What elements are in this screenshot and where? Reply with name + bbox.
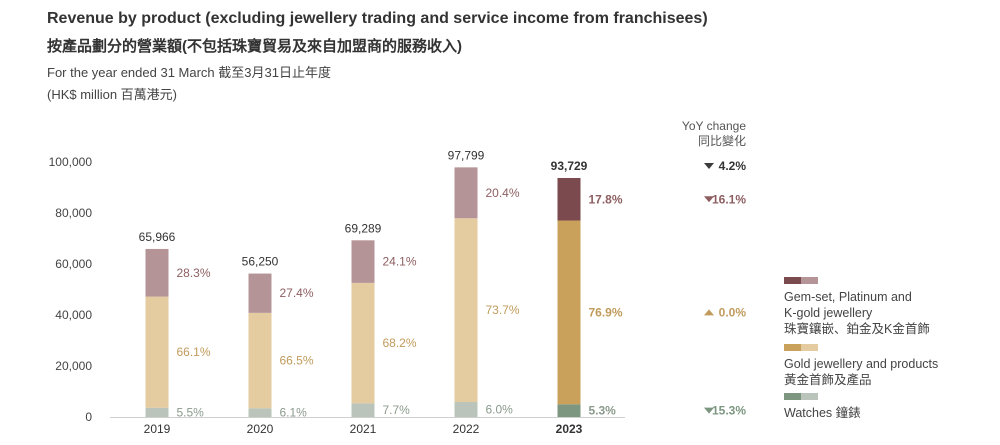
segment-share-label: 20.4%	[486, 186, 520, 200]
triangle-down-icon	[704, 196, 714, 203]
legend-item-gem-set: Gem-set, Platinum and K-gold jewellery 珠…	[784, 277, 994, 337]
legend-item-watches: Watches 鐘錶	[784, 393, 994, 421]
legend-label: Gem-set, Platinum and	[784, 290, 912, 304]
x-category-label: 2019	[144, 422, 171, 436]
y-tick-label: 40,000	[55, 308, 92, 322]
bar-segment	[351, 403, 375, 417]
segment-share-label: 24.1%	[383, 255, 417, 269]
bar-segment	[557, 220, 581, 405]
segment-share-label: 76.9%	[589, 305, 623, 319]
y-tick-label: 20,000	[55, 359, 92, 373]
triangle-down-icon	[704, 407, 714, 414]
bar-total-label: 65,966	[139, 230, 176, 244]
segment-share-label: 7.7%	[383, 403, 411, 417]
segment-share-label: 66.1%	[177, 345, 211, 359]
legend-swatch-watches	[784, 393, 994, 400]
bar-segment	[454, 402, 478, 417]
bar-segment	[145, 248, 169, 297]
legend-label: K-gold jewellery	[784, 306, 873, 320]
x-category-label: 2021	[350, 422, 377, 436]
yoy-header: YoY change 同比變化	[682, 119, 746, 149]
segment-share-label: 27.4%	[280, 286, 314, 300]
bar-segment	[454, 218, 478, 403]
segment-share-label: 73.7%	[486, 303, 520, 317]
yoy-change-label: 16.1%	[712, 192, 746, 206]
x-category-label: 2022	[453, 422, 480, 436]
y-tick-label: 100,000	[49, 155, 93, 169]
bar-segment	[145, 407, 169, 417]
yoy-header-en: YoY change	[681, 119, 746, 133]
y-tick-label: 60,000	[55, 257, 92, 271]
bar-total-label: 56,250	[242, 255, 279, 269]
segment-share-label: 66.5%	[280, 354, 314, 368]
segment-share-label: 5.5%	[177, 405, 205, 419]
legend-label: Gold jewellery and products	[784, 357, 939, 371]
bar-segment	[557, 177, 581, 221]
legend-item-gold: Gold jewellery and products 黃金首飾及產品	[784, 344, 994, 388]
segment-share-label: 6.1%	[280, 406, 308, 420]
yoy-change-label: 4.2%	[719, 159, 747, 173]
legend-label: 珠寶鑲嵌、鉑金及K金首飾	[784, 322, 930, 336]
bar-segment	[248, 408, 272, 417]
y-tick-label: 80,000	[55, 206, 92, 220]
chart-title-en: Revenue by product (excluding jewellery …	[47, 10, 708, 27]
segment-share-label: 5.3%	[589, 404, 617, 418]
bar-segment	[145, 296, 169, 408]
x-category-label: 2020	[247, 422, 274, 436]
y-tick-label: 0	[85, 410, 92, 424]
bar-segment	[351, 282, 375, 404]
chart-title-zh: 按產品劃分的營業額(不包括珠寶貿易及來自加盟商的服務收入)	[47, 38, 462, 55]
legend-label: Watches 鐘錶	[784, 406, 861, 420]
bar-segment	[454, 167, 478, 219]
segment-share-label: 68.2%	[383, 336, 417, 350]
bar-segment	[557, 404, 581, 417]
triangle-up-icon	[704, 309, 714, 316]
legend-label: 黃金首飾及產品	[784, 373, 872, 387]
segment-share-label: 28.3%	[177, 266, 211, 280]
legend-swatch-gold	[784, 344, 994, 351]
triangle-down-icon	[704, 162, 714, 169]
yoy-change-label: 15.3%	[712, 404, 746, 418]
chart-subtitle: For the year ended 31 March 截至3月31日止年度	[47, 65, 331, 80]
bar-segment	[248, 312, 272, 409]
unit-label: (HK$ million 百萬港元)	[47, 87, 178, 102]
bar-total-label: 97,799	[448, 149, 485, 163]
yoy-change-label: 0.0%	[719, 305, 747, 319]
yoy-header-zh: 同比變化	[697, 134, 746, 148]
bar-segment	[351, 240, 375, 283]
segment-share-label: 6.0%	[486, 403, 514, 417]
segment-share-label: 17.8%	[589, 192, 623, 206]
x-category-label: 2023	[556, 422, 583, 436]
bar-total-label: 69,289	[345, 221, 382, 235]
bar-segment	[248, 273, 272, 313]
bar-total-label: 93,729	[551, 159, 588, 173]
legend-swatch-gem-set	[784, 277, 994, 284]
